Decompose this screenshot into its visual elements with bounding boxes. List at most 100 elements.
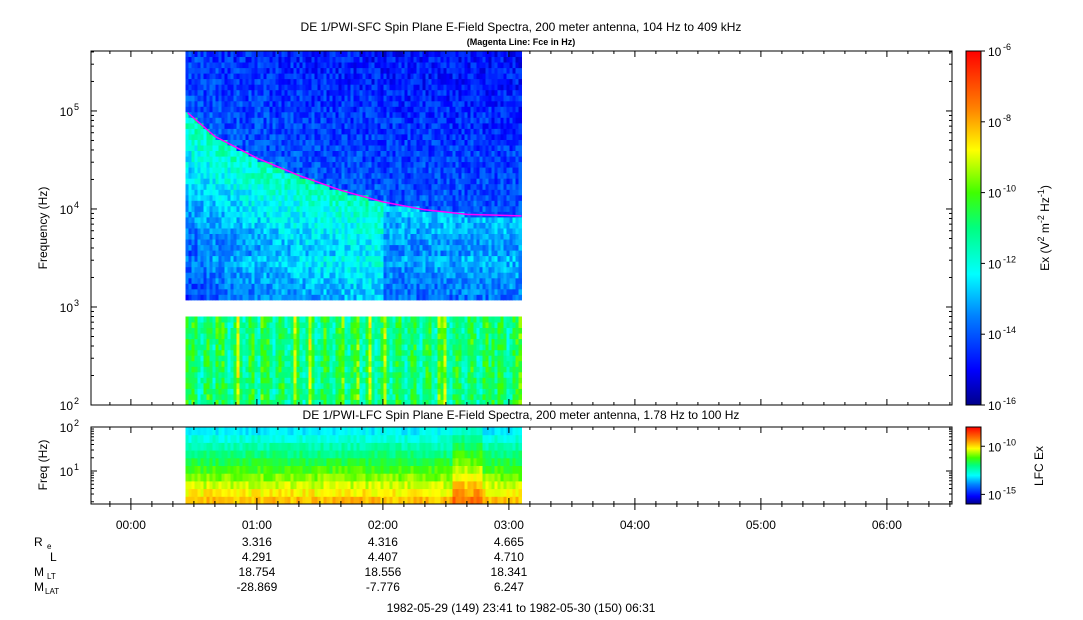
sfc-cell <box>218 117 222 124</box>
sfc-cell <box>245 371 249 378</box>
sfc-cell <box>341 150 345 157</box>
sfc-cell <box>389 327 393 334</box>
sfc-cell <box>188 78 192 85</box>
sfc-cell <box>425 371 429 378</box>
sfc-cell <box>389 189 393 196</box>
sfc-cell <box>197 161 201 168</box>
sfc-cell <box>188 189 192 196</box>
sfc-cell <box>281 255 285 262</box>
sfc-cell <box>293 333 297 340</box>
sfc-cell <box>248 106 252 113</box>
sfc-cell <box>284 322 288 328</box>
sfc-cell <box>197 250 201 257</box>
sfc-cell <box>251 316 255 323</box>
sfc-cell <box>422 360 426 367</box>
sfc-cell <box>419 145 423 151</box>
sfc-cell <box>203 272 207 279</box>
sfc-cell <box>239 250 243 257</box>
sfc-cell <box>395 67 399 74</box>
sfc-cell <box>224 161 228 168</box>
sfc-cell <box>329 288 333 295</box>
sfc-cell <box>365 211 369 218</box>
sfc-cell <box>254 145 258 151</box>
sfc-cell <box>257 222 261 229</box>
sfc-cell <box>419 333 423 340</box>
sfc-cell <box>359 255 363 262</box>
sfc-cell <box>386 167 390 174</box>
sfc-cell <box>293 205 297 212</box>
sfc-cell <box>332 244 336 251</box>
sfc-cell <box>236 156 240 163</box>
sfc-cell <box>185 156 189 163</box>
sfc-cell <box>224 327 228 334</box>
sfc-cell <box>305 205 309 212</box>
sfc-cell <box>281 393 285 400</box>
sfc-cell <box>191 167 195 174</box>
sfc-cell <box>194 288 198 295</box>
sfc-cell <box>296 73 300 80</box>
sfc-cell <box>281 382 285 389</box>
sfc-cell <box>314 139 318 146</box>
sfc-cell <box>263 344 267 351</box>
sfc-cell <box>254 244 258 251</box>
sfc-cell <box>206 150 210 157</box>
sfc-cell <box>380 145 384 151</box>
sfc-cell <box>209 399 213 405</box>
sfc-cell <box>374 84 378 91</box>
sfc-cell <box>392 371 396 378</box>
sfc-cell <box>275 139 279 146</box>
sfc-cell <box>278 128 282 135</box>
sfc-cell <box>242 117 246 124</box>
sfc-cell <box>221 84 225 91</box>
sfc-cell <box>269 344 273 351</box>
sfc-cell <box>260 228 264 234</box>
sfc-cell <box>245 239 249 246</box>
sfc-cell <box>389 167 393 174</box>
sfc-cell <box>362 360 366 367</box>
sfc-cell <box>392 393 396 400</box>
sfc-cell <box>422 56 426 63</box>
sfc-cell <box>332 294 336 301</box>
lfc-title: DE 1/PWI-LFC Spin Plane E-Field Spectra,… <box>303 408 740 422</box>
sfc-cell <box>290 150 294 157</box>
sfc-cell <box>278 393 282 400</box>
sfc-cell <box>323 183 327 190</box>
sfc-cell <box>299 338 303 345</box>
sfc-cell <box>218 355 222 362</box>
sfc-cell <box>374 266 378 273</box>
sfc-cell <box>197 139 201 146</box>
sfc-cell <box>224 67 228 74</box>
sfc-cell <box>416 382 420 389</box>
sfc-cell <box>311 150 315 157</box>
sfc-cell <box>311 145 315 151</box>
sfc-cell <box>230 100 234 107</box>
sfc-cell <box>194 222 198 229</box>
sfc-cell <box>311 327 315 334</box>
sfc-cell <box>356 360 360 367</box>
sfc-cell <box>221 161 225 168</box>
sfc-cell <box>293 211 297 218</box>
sfc-cell <box>242 338 246 345</box>
sfc-cell <box>410 382 414 389</box>
sfc-cell <box>275 167 279 174</box>
sfc-cell <box>383 139 387 146</box>
sfc-cell <box>266 322 270 328</box>
sfc-cell <box>356 211 360 218</box>
sfc-cell <box>389 128 393 135</box>
sfc-cell <box>254 382 258 389</box>
sfc-cell <box>374 156 378 163</box>
sfc-cell <box>323 84 327 91</box>
sfc-cell <box>425 382 429 389</box>
sfc-cell <box>215 194 219 201</box>
sfc-cell <box>188 62 192 69</box>
sfc-cell <box>407 134 411 140</box>
sfc-cell <box>416 56 420 63</box>
sfc-cell <box>407 205 411 212</box>
sfc-cell <box>257 84 261 91</box>
sfc-cell <box>260 382 264 389</box>
sfc-cell <box>200 371 204 378</box>
sfc-cell <box>395 288 399 295</box>
sfc-cell <box>203 239 207 246</box>
sfc-cell <box>293 106 297 113</box>
sfc-cell <box>380 100 384 107</box>
